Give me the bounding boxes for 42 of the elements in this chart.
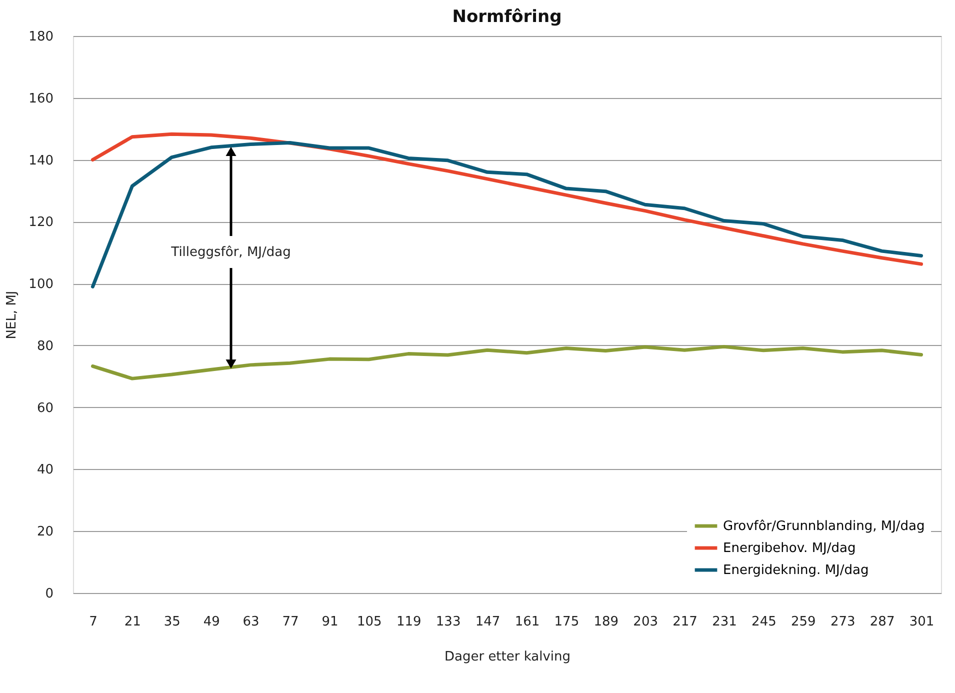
x-tick-label: 147 <box>475 614 500 630</box>
x-tick-label: 7 <box>89 614 98 630</box>
x-axis-title: Dager etter kalving <box>444 650 571 664</box>
y-tick-label: 180 <box>28 30 54 44</box>
legend-label: Grovfôr/Grunnblanding, MJ/dag <box>723 519 925 534</box>
x-tick-label: 189 <box>594 614 619 630</box>
y-axis-title: NEL, MJ <box>4 290 20 340</box>
y-tick-label: 60 <box>36 400 54 416</box>
x-tick-label: 63 <box>242 614 260 630</box>
y-tick-label: 20 <box>36 524 54 540</box>
x-tick-label: 21 <box>124 614 141 630</box>
legend-label: Energibehov. MJ/dag <box>723 541 856 556</box>
chart-title: Normfôring <box>452 7 562 27</box>
y-tick-label: 100 <box>28 277 54 292</box>
x-tick-label: 133 <box>436 614 461 630</box>
x-tick-label: 301 <box>909 614 934 630</box>
x-tick-label: 203 <box>633 614 658 630</box>
x-tick-label: 49 <box>203 614 220 630</box>
line-series <box>90 344 924 380</box>
y-tick-label: 120 <box>28 215 54 230</box>
y-tick-label: 0 <box>45 586 54 602</box>
line-series <box>90 132 924 266</box>
x-tick-label: 245 <box>752 614 776 630</box>
line-series <box>90 141 924 288</box>
annotation: Tilleggsfôr, MJ/dag <box>170 245 291 260</box>
x-tick-label: 119 <box>396 614 422 630</box>
x-tick-label: 273 <box>830 614 856 630</box>
x-tick-label: 175 <box>554 614 580 630</box>
y-tick-label: 160 <box>28 91 54 106</box>
legend-label: Energidekning. MJ/dag <box>723 563 869 578</box>
x-tick-label: 35 <box>164 614 180 630</box>
y-tick-label: 40 <box>36 462 54 478</box>
x-tick-label: 231 <box>712 614 737 630</box>
x-tick-label: 259 <box>790 614 816 630</box>
y-tick-label: 80 <box>36 338 54 354</box>
x-tick-label: 287 <box>870 614 895 630</box>
x-tick-label: 217 <box>672 614 698 630</box>
x-tick-label: 91 <box>322 614 338 630</box>
x-tick-label: 161 <box>514 614 540 630</box>
y-tick-label: 140 <box>28 153 54 168</box>
x-tick-label: 105 <box>356 614 382 630</box>
x-tick-label: 77 <box>282 614 299 630</box>
